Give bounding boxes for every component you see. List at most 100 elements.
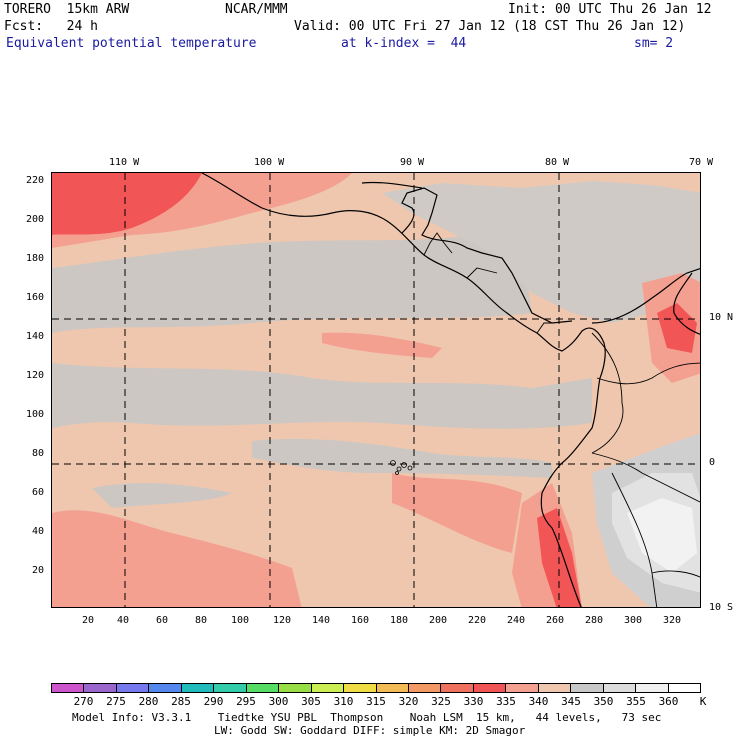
colorbar bbox=[51, 683, 701, 693]
colorbar-swatch bbox=[571, 684, 604, 692]
colorbar-label: 275 bbox=[106, 695, 126, 708]
x-tick: 80 bbox=[195, 615, 208, 626]
field-band-gray bbox=[52, 363, 592, 429]
colorbar-swatch bbox=[116, 684, 150, 692]
border bbox=[611, 472, 658, 607]
colorbar-swatch bbox=[84, 684, 117, 692]
y-tick: 100 bbox=[25, 409, 44, 420]
field-band-gray bbox=[92, 483, 232, 508]
galapagos-islands bbox=[390, 460, 413, 475]
colorbar-label: 320 bbox=[398, 695, 419, 708]
coastline-venezuela bbox=[673, 272, 700, 335]
valid-time: Valid: 00 UTC Fri 27 Jan 12 (18 CST Thu … bbox=[294, 19, 686, 34]
colorbar-swatch bbox=[52, 684, 85, 692]
x-tick: 140 bbox=[312, 615, 331, 626]
lon-label-70w: 70 W bbox=[689, 157, 714, 168]
x-tick: 320 bbox=[663, 615, 682, 626]
colorbar-label: 300 bbox=[268, 695, 289, 708]
colorbar-swatch bbox=[603, 684, 637, 692]
colorbar-label: 305 bbox=[301, 695, 321, 708]
x-tick: 180 bbox=[390, 615, 409, 626]
init-time: Init: 00 UTC Thu 26 Jan 12 bbox=[508, 2, 712, 17]
field-salmon bbox=[392, 473, 522, 553]
y-tick: 120 bbox=[25, 370, 44, 381]
colorbar-label: 355 bbox=[626, 695, 646, 708]
field-land-white bbox=[627, 498, 697, 573]
colorbar-swatch bbox=[181, 684, 215, 692]
colorbar-label: 340 bbox=[528, 695, 549, 708]
colorbar-label: 315 bbox=[366, 695, 386, 708]
colorbar-label: 310 bbox=[333, 695, 354, 708]
y-tick: 200 bbox=[25, 214, 44, 225]
field-salmon bbox=[322, 332, 442, 358]
border bbox=[596, 362, 700, 385]
lon-label-100w: 100 W bbox=[254, 157, 285, 168]
y-tick: 80 bbox=[31, 448, 44, 459]
colorbar-unit: K bbox=[699, 695, 707, 708]
y-tick: 160 bbox=[25, 292, 44, 303]
x-tick: 280 bbox=[585, 615, 604, 626]
colorbar-swatch bbox=[214, 684, 247, 692]
border bbox=[591, 332, 624, 454]
coastline-colombia bbox=[591, 268, 700, 324]
lat-label-10s: 10 S bbox=[709, 602, 734, 613]
colorbar-label: 325 bbox=[431, 695, 451, 708]
field-salmon bbox=[52, 173, 352, 248]
field-band-gray bbox=[252, 438, 552, 478]
field-name: Equivalent potential temperature bbox=[6, 36, 257, 51]
colorbar-label: 295 bbox=[236, 695, 256, 708]
x-tick: 300 bbox=[624, 615, 643, 626]
x-tick: 160 bbox=[351, 615, 370, 626]
colorbar-swatch bbox=[149, 684, 182, 692]
lon-label-80w: 80 W bbox=[545, 157, 570, 168]
colorbar-swatch bbox=[279, 684, 312, 692]
colorbar-swatch bbox=[538, 684, 572, 692]
colorbar-label: 270 bbox=[73, 695, 94, 708]
forecast-hour: Fcst: 24 h bbox=[4, 19, 98, 34]
y-tick: 220 bbox=[25, 175, 44, 186]
colorbar-swatch bbox=[376, 684, 409, 692]
theta-e-map bbox=[51, 172, 701, 608]
colorbar-swatch bbox=[408, 684, 442, 692]
y-tick: 180 bbox=[25, 253, 44, 264]
border bbox=[591, 452, 700, 503]
coastline-pacific bbox=[201, 173, 606, 607]
x-tick: 20 bbox=[82, 615, 95, 626]
colorbar-label: 285 bbox=[171, 695, 191, 708]
map-canvas bbox=[52, 173, 700, 607]
border bbox=[536, 322, 552, 334]
x-tick: 120 bbox=[273, 615, 292, 626]
field-land-gray bbox=[382, 181, 700, 323]
field-band-gray bbox=[52, 233, 532, 333]
colorbar-label: 330 bbox=[463, 695, 484, 708]
colorbar-swatch bbox=[311, 684, 345, 692]
model-name: TORERO 15km ARW bbox=[4, 2, 130, 17]
field-salmon bbox=[52, 510, 302, 607]
x-tick: 220 bbox=[468, 615, 487, 626]
lat-label-0: 0 bbox=[709, 457, 716, 468]
physics-info: LW: Godd SW: Goddard DIFF: simple KM: 2D… bbox=[214, 724, 526, 737]
lon-label-110w: 110 W bbox=[109, 157, 140, 168]
colorbar-label: 280 bbox=[138, 695, 159, 708]
coastline-yucatan bbox=[361, 181, 423, 189]
x-tick: 240 bbox=[507, 615, 526, 626]
colorbar-label: 335 bbox=[496, 695, 516, 708]
colorbar-swatch bbox=[344, 684, 377, 692]
coastline-caribbean bbox=[401, 187, 573, 324]
colorbar-swatch bbox=[441, 684, 474, 692]
x-tick: 40 bbox=[117, 615, 130, 626]
coastline bbox=[201, 173, 700, 607]
border bbox=[651, 570, 700, 578]
colorbar-label: 290 bbox=[203, 695, 224, 708]
institution: NCAR/MMM bbox=[225, 2, 288, 17]
y-tick: 60 bbox=[31, 487, 44, 498]
colorbar-swatch bbox=[246, 684, 280, 692]
y-tick: 40 bbox=[31, 526, 44, 537]
colorbar-label: 360 bbox=[658, 695, 679, 708]
border bbox=[423, 232, 453, 256]
smoothing: sm= 2 bbox=[634, 36, 674, 51]
country-borders bbox=[423, 232, 700, 607]
colorbar-label: 345 bbox=[561, 695, 581, 708]
colorbar-swatch bbox=[668, 684, 701, 692]
x-tick: 260 bbox=[546, 615, 565, 626]
